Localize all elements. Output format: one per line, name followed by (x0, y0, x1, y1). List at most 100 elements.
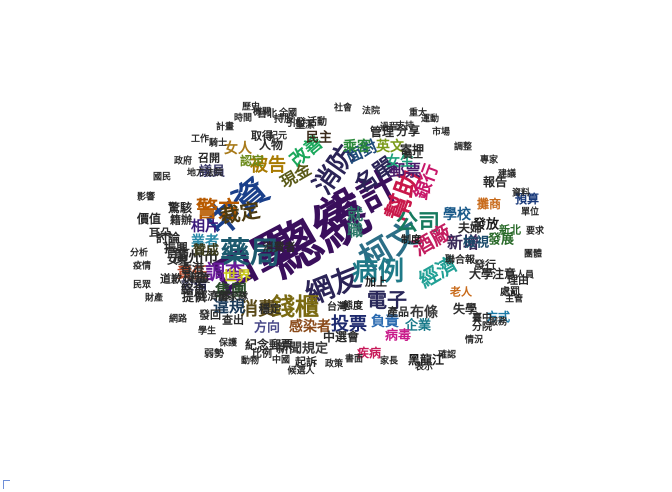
cloud-word: 報告 (482, 175, 508, 189)
cloud-word: 取得 (251, 129, 273, 143)
cloud-word: 乘客 (343, 139, 371, 155)
cloud-word: 活動 (307, 117, 327, 128)
cloud-word: 主管 (504, 294, 524, 305)
cloud-word: 運動 (420, 114, 440, 125)
cloud-word: 國民 (152, 172, 172, 183)
cloud-word: 被告 (250, 155, 286, 176)
cloud-word: 制度 (401, 235, 421, 246)
cloud-word: 全國 (278, 108, 298, 119)
cloud-word: 聖潔 (295, 120, 315, 131)
cloud-word: 建議 (497, 169, 517, 180)
cloud-word: 服務 (488, 317, 508, 328)
cloud-word: 學生 (197, 326, 217, 337)
cloud-word: 責任 (176, 263, 208, 282)
cloud-word: 市場 (431, 127, 451, 138)
cloud-word: 疫情 (132, 261, 152, 272)
cloud-word: 保護 (218, 338, 238, 349)
cloud-word: 分享 (395, 124, 421, 138)
cloud-word: 企業 (404, 318, 432, 334)
cloud-word: 綜合 (180, 282, 206, 296)
cloud-word: 發放 (472, 217, 500, 233)
cloud-word: 發展 (487, 232, 515, 248)
cloud-word: 召開 (198, 151, 220, 165)
cloud-word: 討論 (155, 231, 181, 245)
cloud-word: 檢視 (462, 235, 490, 251)
cloud-word: 時間 (233, 113, 253, 124)
cloud-word: 單位 (520, 207, 540, 218)
cloud-word: 藥局 (220, 236, 280, 271)
cloud-word: 民主 (305, 130, 333, 146)
cloud-word: 電子 (367, 288, 407, 312)
cloud-word: 振興 (163, 241, 189, 255)
cloud-word: 弱勢 (204, 349, 224, 360)
cloud-word: 贊成 (192, 243, 220, 259)
cloud-word: 道歉 (160, 272, 182, 286)
cloud-word: 香港 (179, 261, 205, 275)
cloud-word: 就職 (344, 206, 363, 238)
cloud-word: 起訴 (295, 355, 317, 369)
cloud-word: 違規 (212, 297, 246, 316)
cloud-word: 注意 (491, 267, 517, 281)
cloud-word: 業者 (191, 234, 219, 250)
cloud-word: 認定 (239, 154, 265, 168)
cloud-word: 中國 (271, 355, 291, 366)
cloud-word: 管理 (369, 125, 395, 139)
cloud-word: 情況 (464, 335, 484, 346)
cloud-word: 重大 (408, 108, 428, 119)
cloud-word: 書面 (344, 354, 364, 365)
cloud-word: 感染者 (289, 319, 331, 335)
cloud-word: 團體 (523, 249, 543, 260)
cloud-word: 驚駭 (167, 201, 193, 215)
cloud-word: 病毒 (384, 328, 412, 344)
cloud-word: 議員 (198, 164, 226, 180)
cloud-word: 表示 (414, 362, 434, 373)
cloud-word: 家長 (379, 356, 399, 367)
cloud-word: 工作 (190, 134, 210, 145)
cloud-word: 引發 (286, 118, 306, 129)
cloud-word: 專家 (479, 155, 499, 166)
cloud-word: 比例 (252, 349, 272, 360)
cloud-word: 財產 (144, 293, 164, 304)
cloud-word: 規定 (301, 341, 329, 357)
cloud-word: 要求 (525, 226, 545, 237)
cloud-word: 警方 (195, 198, 241, 223)
cloud-word: 地方法院 (186, 168, 224, 179)
cloud-word: 負責 (371, 314, 399, 330)
cloud-word: 官方 (165, 246, 191, 260)
cloud-word: 台北 (257, 109, 277, 120)
cloud-word: 社會 (333, 103, 353, 114)
cloud-word: 民眾 (132, 280, 152, 291)
cloud-word: 計畫 (215, 122, 235, 133)
cloud-word: 消費 (240, 299, 276, 320)
corner-mark (3, 480, 10, 489)
cloud-word: 發回 (199, 308, 221, 322)
cloud-word: 錢櫃 (271, 293, 319, 321)
cloud-word: 國家隊 (218, 292, 248, 303)
cloud-word: 老人 (450, 285, 472, 299)
cloud-word: 世界 (223, 269, 251, 285)
cloud-word: 態度 (343, 301, 363, 312)
cloud-word: 方式 (485, 310, 511, 324)
cloud-word: 女兒 (167, 253, 189, 267)
cloud-word: 相片 (191, 219, 219, 235)
cloud-word: 理由 (507, 273, 529, 287)
cloud-word: 台灣 (327, 302, 347, 313)
cloud-word: 持股 (274, 114, 294, 125)
cloud-word: 新增 (446, 233, 480, 252)
cloud-word: 政府 (173, 156, 193, 167)
cloud-word: 郵票 (388, 161, 422, 180)
cloud-word: 調查 (205, 260, 245, 284)
cloud-word: 人物 (258, 138, 284, 152)
cloud-word: 大學 (468, 267, 494, 281)
cloud-word: 價值 (136, 212, 162, 226)
cloud-word: 方向 (253, 320, 281, 336)
cloud-word: 病例 (351, 257, 405, 287)
cloud-word: 影響 (136, 192, 156, 203)
cloud-word: 耳朵 (149, 226, 171, 240)
cloud-word: 投票 (331, 314, 367, 335)
cloud-word: 黑龍江 (407, 353, 445, 367)
cloud-word: 聯合報 (445, 255, 475, 266)
cloud-word: 女人 (224, 141, 252, 157)
cloud-word: 攤商 (476, 197, 502, 211)
